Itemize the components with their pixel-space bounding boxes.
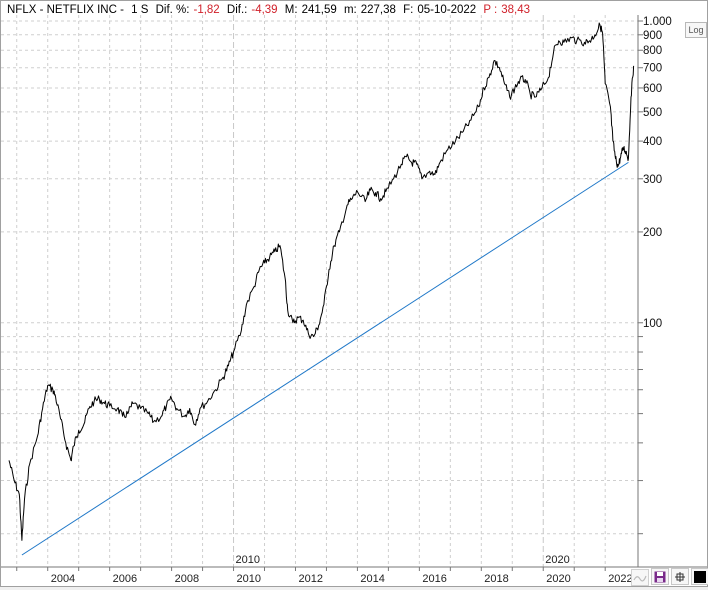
color-picker-button[interactable] <box>691 568 708 585</box>
price-tick-label: 900 <box>643 30 662 42</box>
time-tick-label: 2016 <box>422 573 446 585</box>
price-tick-label: 300 <box>643 174 662 186</box>
time-tick-label: 2006 <box>113 573 137 585</box>
wave-icon <box>633 575 647 582</box>
time-major-label: 2020 <box>545 554 569 566</box>
grid <box>1 15 638 567</box>
time-tick-label: 2012 <box>298 573 322 585</box>
price-tick-label: 700 <box>643 63 662 75</box>
time-tick-label: 2020 <box>546 573 570 585</box>
min-value: 227,38 <box>360 4 396 16</box>
time-major-label: 2010 <box>236 554 260 566</box>
max-label: M: <box>284 4 298 16</box>
price-axis: 1.000 900 800 700 600 500 400 300 200 100 <box>638 16 672 535</box>
max-value: 241,59 <box>301 4 337 16</box>
date-value: 05-10-2022 <box>417 4 477 16</box>
dif-pct-label: Dif. %: <box>155 4 190 16</box>
min-label: m: <box>343 4 357 16</box>
price-tick-label: 400 <box>643 136 662 148</box>
time-tick-label: 2018 <box>484 573 508 585</box>
symbol-name: NFLX - NETFLIX INC - <box>7 4 124 16</box>
time-tick-label: 2008 <box>175 573 199 585</box>
trendline <box>21 161 629 556</box>
price-tick-label: 500 <box>643 107 662 119</box>
time-tick-label: 2014 <box>360 573 384 585</box>
time-axis: 2004 2006 2008 2010 2012 2014 2016 2018 2020 2022… <box>16 554 633 585</box>
trend-layer <box>21 161 629 556</box>
dif-label: Dif.: <box>226 4 248 16</box>
dif-value: -4,39 <box>251 4 278 16</box>
crosshair-button[interactable] <box>671 568 689 585</box>
time-tick-label: 2004 <box>51 573 75 585</box>
p-label: P : <box>483 4 498 16</box>
series-layer <box>8 22 635 541</box>
price-series-line <box>8 22 635 541</box>
color-swatch-icon <box>694 570 706 583</box>
dif-pct-value: -1,82 <box>193 4 220 16</box>
crosshair-icon <box>675 571 685 582</box>
chart-header: NFLX - NETFLIX INC - 1 S Dif. %: -1,82 Di… <box>7 4 534 16</box>
log-scale-toggle[interactable]: Log <box>685 22 707 38</box>
time-tick-label: 2010 <box>237 573 261 585</box>
price-tick-label: 800 <box>643 45 662 57</box>
price-tick-label: 100 <box>643 318 662 330</box>
timeframe: 1 S <box>131 4 149 16</box>
time-tick-label: 2022 <box>608 573 632 585</box>
p-value: 38,43 <box>501 4 531 16</box>
save-button[interactable] <box>651 568 669 585</box>
date-label: F: <box>403 4 414 16</box>
wave-tool-button[interactable] <box>631 569 649 586</box>
price-tick-label: 600 <box>643 83 662 95</box>
footer-toolbar <box>651 568 708 585</box>
price-tick-label: 200 <box>643 227 662 239</box>
save-icon <box>654 571 666 582</box>
price-tick-label: 1.000 <box>643 16 672 28</box>
